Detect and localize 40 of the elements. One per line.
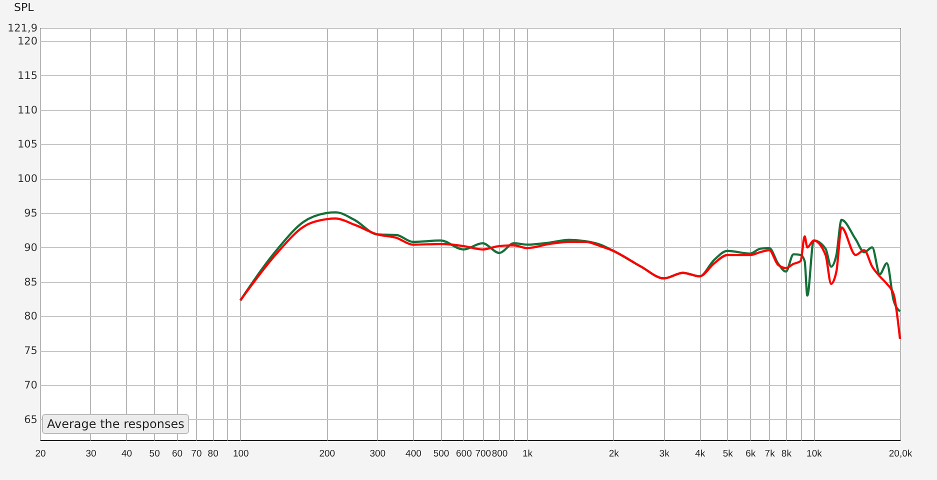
y-tick-label: 95 [24,208,38,220]
y-tick-label: 80 [24,310,38,323]
x-tick-label: 50 [149,448,160,460]
x-tick-label: 100 [232,448,249,460]
x-tick-label: 30 [86,448,96,460]
y-tick-label: 121,9 [7,22,38,34]
annotation: Average the responses [42,414,190,434]
x-tick-label: 300 [370,448,386,460]
x-tick-label: 4k [695,448,706,460]
x-tick-label: 40 [122,448,132,460]
x-tick-label: 10k [806,448,822,460]
y-tick-label: 120 [17,36,38,48]
x-tick-label: 200 [319,448,336,460]
x-tick-label: 1k [522,448,533,460]
x-tick-label: 80 [208,448,218,460]
y-tick-label: 85 [24,276,38,288]
x-tick-label: 8k [781,448,792,460]
y-tick-label: 75 [24,345,38,358]
x-tick-label: 3k [659,448,670,460]
x-tick-label: 600 [456,448,472,460]
x-tick-label: 800 [492,448,508,460]
y-tick-label: 70 [24,379,38,392]
x-tick-label: 70 [191,448,202,460]
y-tick-label: 115 [17,70,38,82]
x-tick-label: 2k [608,448,620,460]
x-tick-label: 20,0k [888,448,912,460]
y-tick-label: 65 [24,414,38,426]
x-tick-label: 700 [475,448,492,460]
y-tick-label: 110 [17,104,38,116]
y-tick-label: 100 [17,173,38,186]
x-tick-label: 500 [433,448,450,460]
x-tick-label: 6k [746,448,756,460]
y-tick-label: 105 [17,138,38,151]
x-tick-label: 7k [764,448,776,460]
x-tick-label: 20 [35,448,46,460]
x-tick-label: 400 [406,448,422,460]
y-tick-label: 90 [24,242,38,254]
x-tick-label: 5k [722,448,734,460]
x-tick-label: 60 [172,448,183,460]
y-axis-title: SPL [14,1,34,14]
